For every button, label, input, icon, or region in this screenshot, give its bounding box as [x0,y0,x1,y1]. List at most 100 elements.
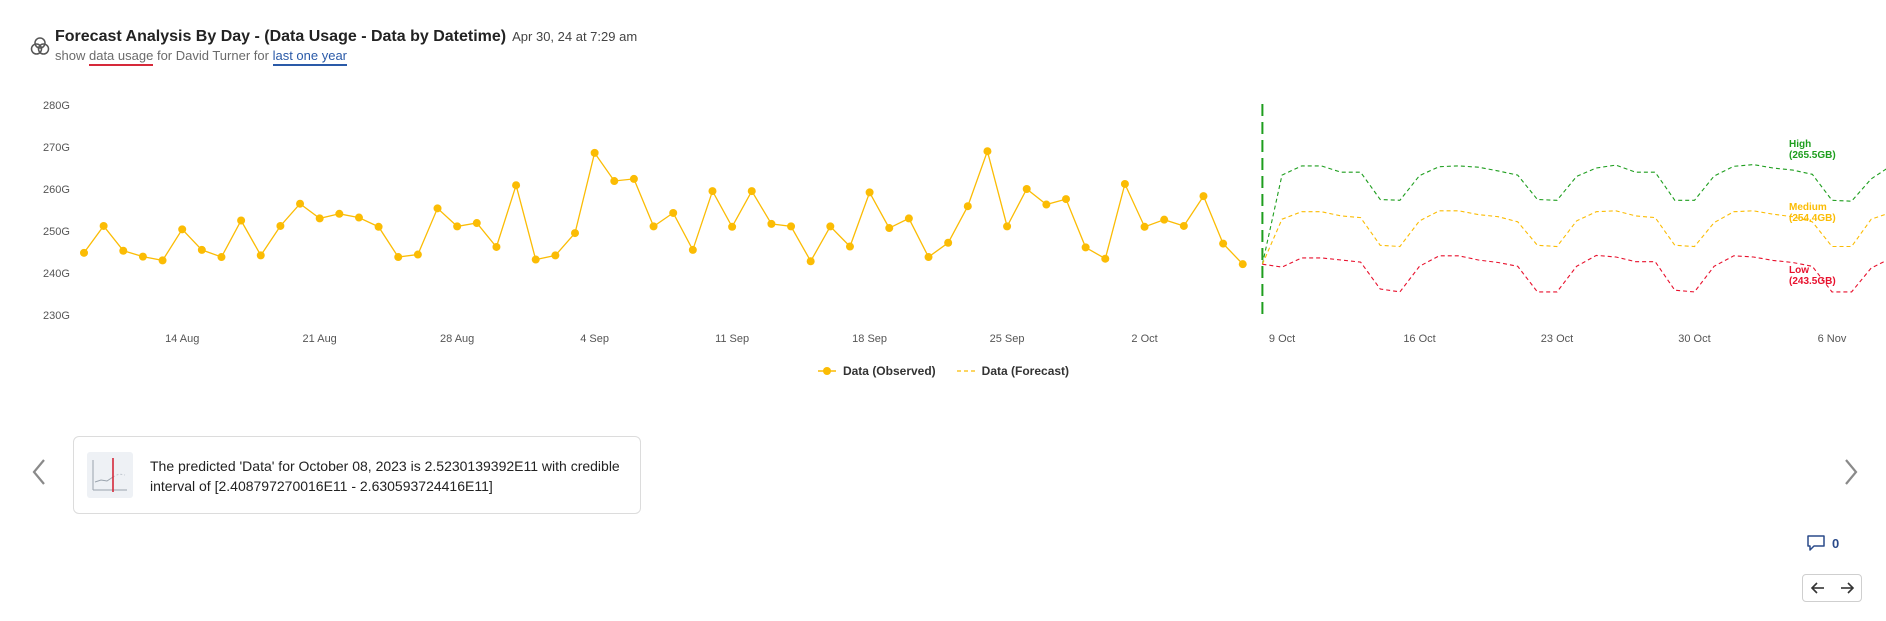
legend-observed[interactable]: Data (Observed) [817,364,936,378]
insight-text: The predicted 'Data' for October 08, 202… [150,458,620,494]
data-point[interactable] [335,209,344,218]
data-point[interactable] [99,221,108,230]
comment-count: 0 [1832,535,1840,551]
data-point[interactable] [1120,179,1129,188]
chevron-right-icon[interactable] [1838,452,1862,492]
data-point[interactable] [119,246,128,255]
data-point[interactable] [924,253,933,262]
y-axis: 230G 240G 250G 260G 270G 280G [43,100,70,322]
band-label-low: (243.5GB) [1789,276,1836,287]
x-tick-label: 6 Nov [1818,333,1847,345]
data-point[interactable] [1003,222,1012,231]
data-point[interactable] [571,229,579,238]
data-point[interactable] [138,252,147,261]
data-point[interactable] [296,199,305,208]
data-point[interactable] [197,245,206,254]
data-point[interactable] [178,225,187,234]
pager-next-button[interactable] [1832,575,1861,601]
data-point[interactable] [649,222,658,231]
data-point[interactable] [354,213,363,222]
chart-legend: Data (Observed) Data (Forecast) [0,364,1886,378]
band-label-medium: Medium [1789,202,1827,213]
legend-observed-label: Data (Observed) [842,364,936,378]
data-point[interactable] [669,208,678,217]
query-subtitle: show data usage for David Turner for las… [55,48,637,66]
data-point[interactable] [806,257,815,266]
data-point[interactable] [551,251,560,260]
data-point[interactable] [80,248,88,257]
band-label-high: High [1789,139,1811,150]
data-point[interactable] [237,216,246,225]
arrow-right-icon [1840,582,1854,594]
data-point[interactable] [767,219,776,228]
y-tick-label: 250G [43,226,70,238]
legend-forecast-swatch [956,370,975,372]
chevron-left-icon[interactable] [28,452,52,492]
legend-forecast[interactable]: Data (Forecast) [956,364,1069,378]
data-point[interactable] [1062,195,1070,204]
x-axis: 14 Aug 21 Aug 28 Aug 4 Sep 11 Sep 18 Sep 25 Se… [165,333,1847,345]
data-point[interactable] [276,221,285,230]
comment-icon [1807,535,1825,551]
pager [1802,574,1862,602]
data-point[interactable] [1219,239,1228,248]
insight-card[interactable]: The predicted 'Data' for October 08, 202… [73,436,641,514]
data-point[interactable] [453,222,462,231]
data-point[interactable] [1179,221,1188,230]
data-point[interactable] [944,238,953,247]
data-point[interactable] [1101,254,1110,263]
data-point[interactable] [512,181,521,190]
series-line-observed [83,148,1244,265]
data-point[interactable] [610,177,619,186]
data-point[interactable] [865,188,874,197]
data-point[interactable] [158,256,167,265]
data-point[interactable] [1160,215,1169,224]
data-point[interactable] [1042,200,1051,209]
band-label-high: (265.5GB) [1789,150,1836,161]
data-point[interactable] [885,224,894,233]
insight-thumbnail-icon [87,452,133,498]
data-point[interactable] [1081,243,1090,252]
x-tick-label: 30 Oct [1678,333,1710,345]
points-layer [80,147,1247,269]
data-point[interactable] [472,219,481,228]
data-point[interactable] [315,214,324,223]
data-point[interactable] [826,222,835,231]
data-point[interactable] [1238,260,1247,269]
pager-prev-button[interactable] [1803,575,1832,601]
data-point[interactable] [1140,222,1149,231]
data-point[interactable] [904,214,913,223]
subtitle-prefix: show [55,48,86,63]
data-point[interactable] [433,204,442,213]
chart-header: Forecast Analysis By Day - (Data Usage -… [30,28,638,66]
data-point[interactable] [708,187,717,196]
data-point[interactable] [413,250,422,259]
data-point[interactable] [728,222,737,231]
series-layer [83,148,1886,293]
keyword-data-usage[interactable]: data usage [88,48,154,66]
comments-button[interactable]: 0 [1806,534,1839,552]
data-point[interactable] [217,253,226,262]
data-point[interactable] [492,242,501,251]
data-point[interactable] [531,255,540,264]
x-tick-label: 18 Sep [852,333,887,345]
data-point[interactable] [590,148,599,157]
data-point[interactable] [983,147,992,156]
series-line-medium [1261,210,1886,265]
data-point[interactable] [688,245,697,254]
data-point[interactable] [747,187,756,196]
legend-forecast-label: Data (Forecast) [981,364,1070,378]
keyword-timeframe[interactable]: last one year [272,48,348,66]
x-tick-label: 11 Sep [715,333,749,345]
timestamp: Apr 30, 24 at 7:29 am [512,29,638,44]
data-point[interactable] [787,222,796,231]
data-point[interactable] [374,222,383,231]
data-point[interactable] [1199,192,1208,201]
data-point[interactable] [1022,185,1031,193]
data-point[interactable] [256,251,265,260]
data-point[interactable] [845,242,854,251]
data-point[interactable] [394,253,403,262]
arrow-left-icon [1810,582,1824,594]
data-point[interactable] [629,174,638,183]
data-point[interactable] [963,202,972,211]
